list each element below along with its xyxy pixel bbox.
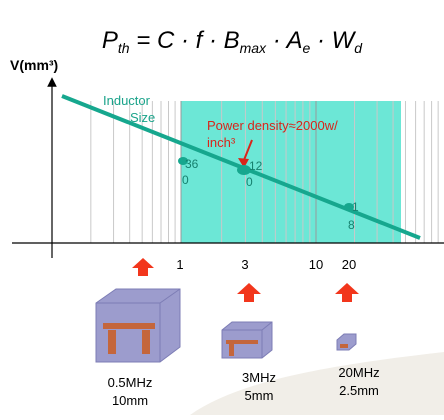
up-arrow: [335, 283, 359, 302]
point: [237, 165, 251, 175]
formula-part: · A: [266, 27, 302, 54]
annotation-arrow: [243, 139, 253, 161]
point: [178, 157, 188, 165]
formula-subscript: e: [303, 40, 311, 56]
up-arrow: [237, 283, 261, 302]
inductor-medium: [221, 321, 273, 359]
caption: 10mm: [112, 393, 148, 408]
formula-part: · W: [310, 27, 356, 54]
formula-part: = C · f · B: [130, 27, 240, 54]
x-tick-label: 20: [342, 257, 356, 272]
frequency-band: [181, 101, 401, 243]
grid-lines: [51, 101, 439, 243]
point-label: 0: [182, 173, 189, 187]
curve-label: Size: [130, 110, 155, 125]
point: [344, 203, 354, 211]
point-label: 36: [185, 157, 199, 171]
background-swoosh: [190, 352, 444, 415]
caption: 3MHz: [242, 370, 276, 385]
curve-label: Inductor: [103, 93, 151, 108]
up-arrow: [132, 258, 154, 276]
y-axis-label: V(mm³): [10, 57, 58, 73]
point-label: 0: [246, 175, 253, 189]
caption: 20MHz: [338, 365, 379, 380]
x-tick-label: 3: [241, 257, 248, 272]
formula-subscript: max: [240, 40, 267, 56]
formula-subscript: d: [354, 40, 363, 56]
inductor-small: [336, 333, 357, 351]
caption: 2.5mm: [339, 383, 379, 398]
formula-subscript: th: [118, 40, 130, 56]
point-label: 8: [348, 218, 355, 232]
point-label: 12: [249, 159, 263, 173]
caption: 5mm: [245, 388, 274, 403]
point-label: 1: [352, 200, 359, 214]
formula: Pth = C · f · Bmax · Ae · Wd: [102, 27, 363, 56]
inductor-large: [95, 288, 181, 363]
caption: 0.5MHz: [108, 375, 153, 390]
formula-part: P: [102, 27, 118, 54]
annotation: inch³: [207, 135, 236, 150]
x-tick-label: 1: [176, 257, 183, 272]
annotation: Power density≈2000w/: [207, 118, 338, 133]
x-tick-label: 10: [309, 257, 323, 272]
annotation-arrowhead: [238, 158, 249, 168]
